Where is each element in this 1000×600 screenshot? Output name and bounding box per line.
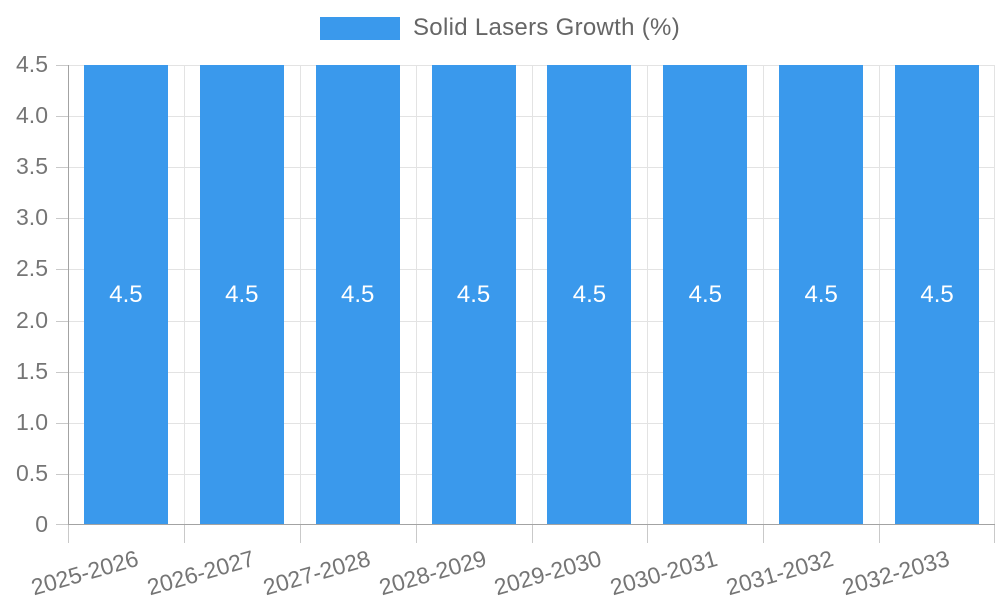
x-axis-label: 2025-2026 xyxy=(28,545,142,600)
x-axis-label: 2026-2027 xyxy=(144,545,257,600)
gridline-vertical xyxy=(994,65,995,525)
x-tick-mark xyxy=(994,525,995,543)
y-tick-mark xyxy=(56,269,68,270)
y-tick-mark xyxy=(56,167,68,168)
y-tick-mark xyxy=(56,524,68,525)
chart-legend[interactable]: Solid Lasers Growth (%) xyxy=(0,14,1000,42)
gridline-vertical xyxy=(299,65,301,525)
x-tick-mark xyxy=(879,525,881,543)
y-tick-mark xyxy=(56,372,68,373)
gridline-vertical xyxy=(415,65,417,525)
x-axis-label: 2028-2029 xyxy=(375,545,489,600)
bar[interactable]: 4.5 xyxy=(895,65,980,525)
bar-value-label: 4.5 xyxy=(456,281,491,308)
x-tick-mark xyxy=(647,525,649,543)
bar[interactable]: 4.5 xyxy=(779,65,864,525)
bar[interactable]: 4.5 xyxy=(315,65,400,525)
bar-value-label: 4.5 xyxy=(920,281,954,308)
bar[interactable]: 4.5 xyxy=(547,65,632,525)
y-tick-mark xyxy=(56,65,68,66)
plot-area: 4.5 4.0 3.5 3.0 2.5 2.0 1.5 1.0 0.5 0 4.… xyxy=(16,51,995,600)
gridline-vertical xyxy=(183,65,185,525)
bar-category: 4.5 2031-2032 xyxy=(723,65,879,600)
y-axis-label: 0.5 xyxy=(16,459,48,486)
x-axis-line xyxy=(68,524,995,525)
x-tick-mark xyxy=(763,525,765,543)
y-tick-mark xyxy=(56,218,68,219)
x-tick-mark xyxy=(183,525,185,543)
bar-category: 4.5 2025-2026 xyxy=(28,65,184,600)
y-axis-line xyxy=(68,65,69,525)
y-axis-label: 1.5 xyxy=(16,357,48,384)
bar-category: 4.5 2032-2033 xyxy=(839,65,995,600)
bar-category: 4.5 2027-2028 xyxy=(260,65,416,600)
bar[interactable]: 4.5 xyxy=(663,65,748,525)
bar-value-label: 4.5 xyxy=(688,281,722,308)
bar-value-label: 4.5 xyxy=(572,281,607,308)
y-tick-mark xyxy=(56,321,68,322)
x-tick-mark xyxy=(68,525,69,543)
x-tick-mark xyxy=(531,525,533,543)
y-tick-mark xyxy=(56,474,68,475)
gridline-vertical xyxy=(763,65,765,525)
legend-label: Solid Lasers Growth (%) xyxy=(413,14,680,41)
x-axis-label: 2030-2031 xyxy=(607,545,721,600)
x-axis-label: 2031-2032 xyxy=(723,545,837,600)
bar-category: 4.5 2029-2030 xyxy=(492,65,648,600)
gridline-vertical xyxy=(531,65,533,525)
y-axis-label: 4.0 xyxy=(16,101,48,128)
y-axis-label: 1.0 xyxy=(16,408,48,435)
bar-category: 4.5 2030-2031 xyxy=(608,65,763,600)
bar-category: 4.5 2028-2029 xyxy=(376,65,532,600)
bar-value-label: 4.5 xyxy=(225,281,259,308)
gridline-vertical xyxy=(879,65,881,525)
bar[interactable]: 4.5 xyxy=(83,65,168,525)
bar-value-label: 4.5 xyxy=(109,281,143,308)
legend-swatch xyxy=(320,16,400,40)
y-axis-label: 0 xyxy=(35,510,48,537)
bar-value-label: 4.5 xyxy=(804,281,838,308)
y-axis-label: 3.5 xyxy=(16,152,48,179)
bar[interactable]: 4.5 xyxy=(431,65,516,525)
y-axis-label: 3.0 xyxy=(16,203,48,230)
y-axis-label: 2.5 xyxy=(16,254,48,281)
bar-value-label: 4.5 xyxy=(341,281,375,308)
x-tick-mark xyxy=(415,525,417,543)
x-axis-label: 2032-2033 xyxy=(839,545,953,600)
x-axis-label: 2027-2028 xyxy=(259,545,373,600)
gridline-vertical xyxy=(647,65,649,525)
x-axis-label: 2029-2030 xyxy=(491,545,605,600)
y-axis-label: 2.0 xyxy=(16,306,48,333)
bar-category: 4.5 2026-2027 xyxy=(144,65,300,600)
bar[interactable]: 4.5 xyxy=(199,65,284,525)
y-tick-mark xyxy=(56,423,68,424)
x-tick-mark xyxy=(299,525,301,543)
y-tick-mark xyxy=(56,116,68,117)
y-axis-label: 4.5 xyxy=(16,50,48,77)
